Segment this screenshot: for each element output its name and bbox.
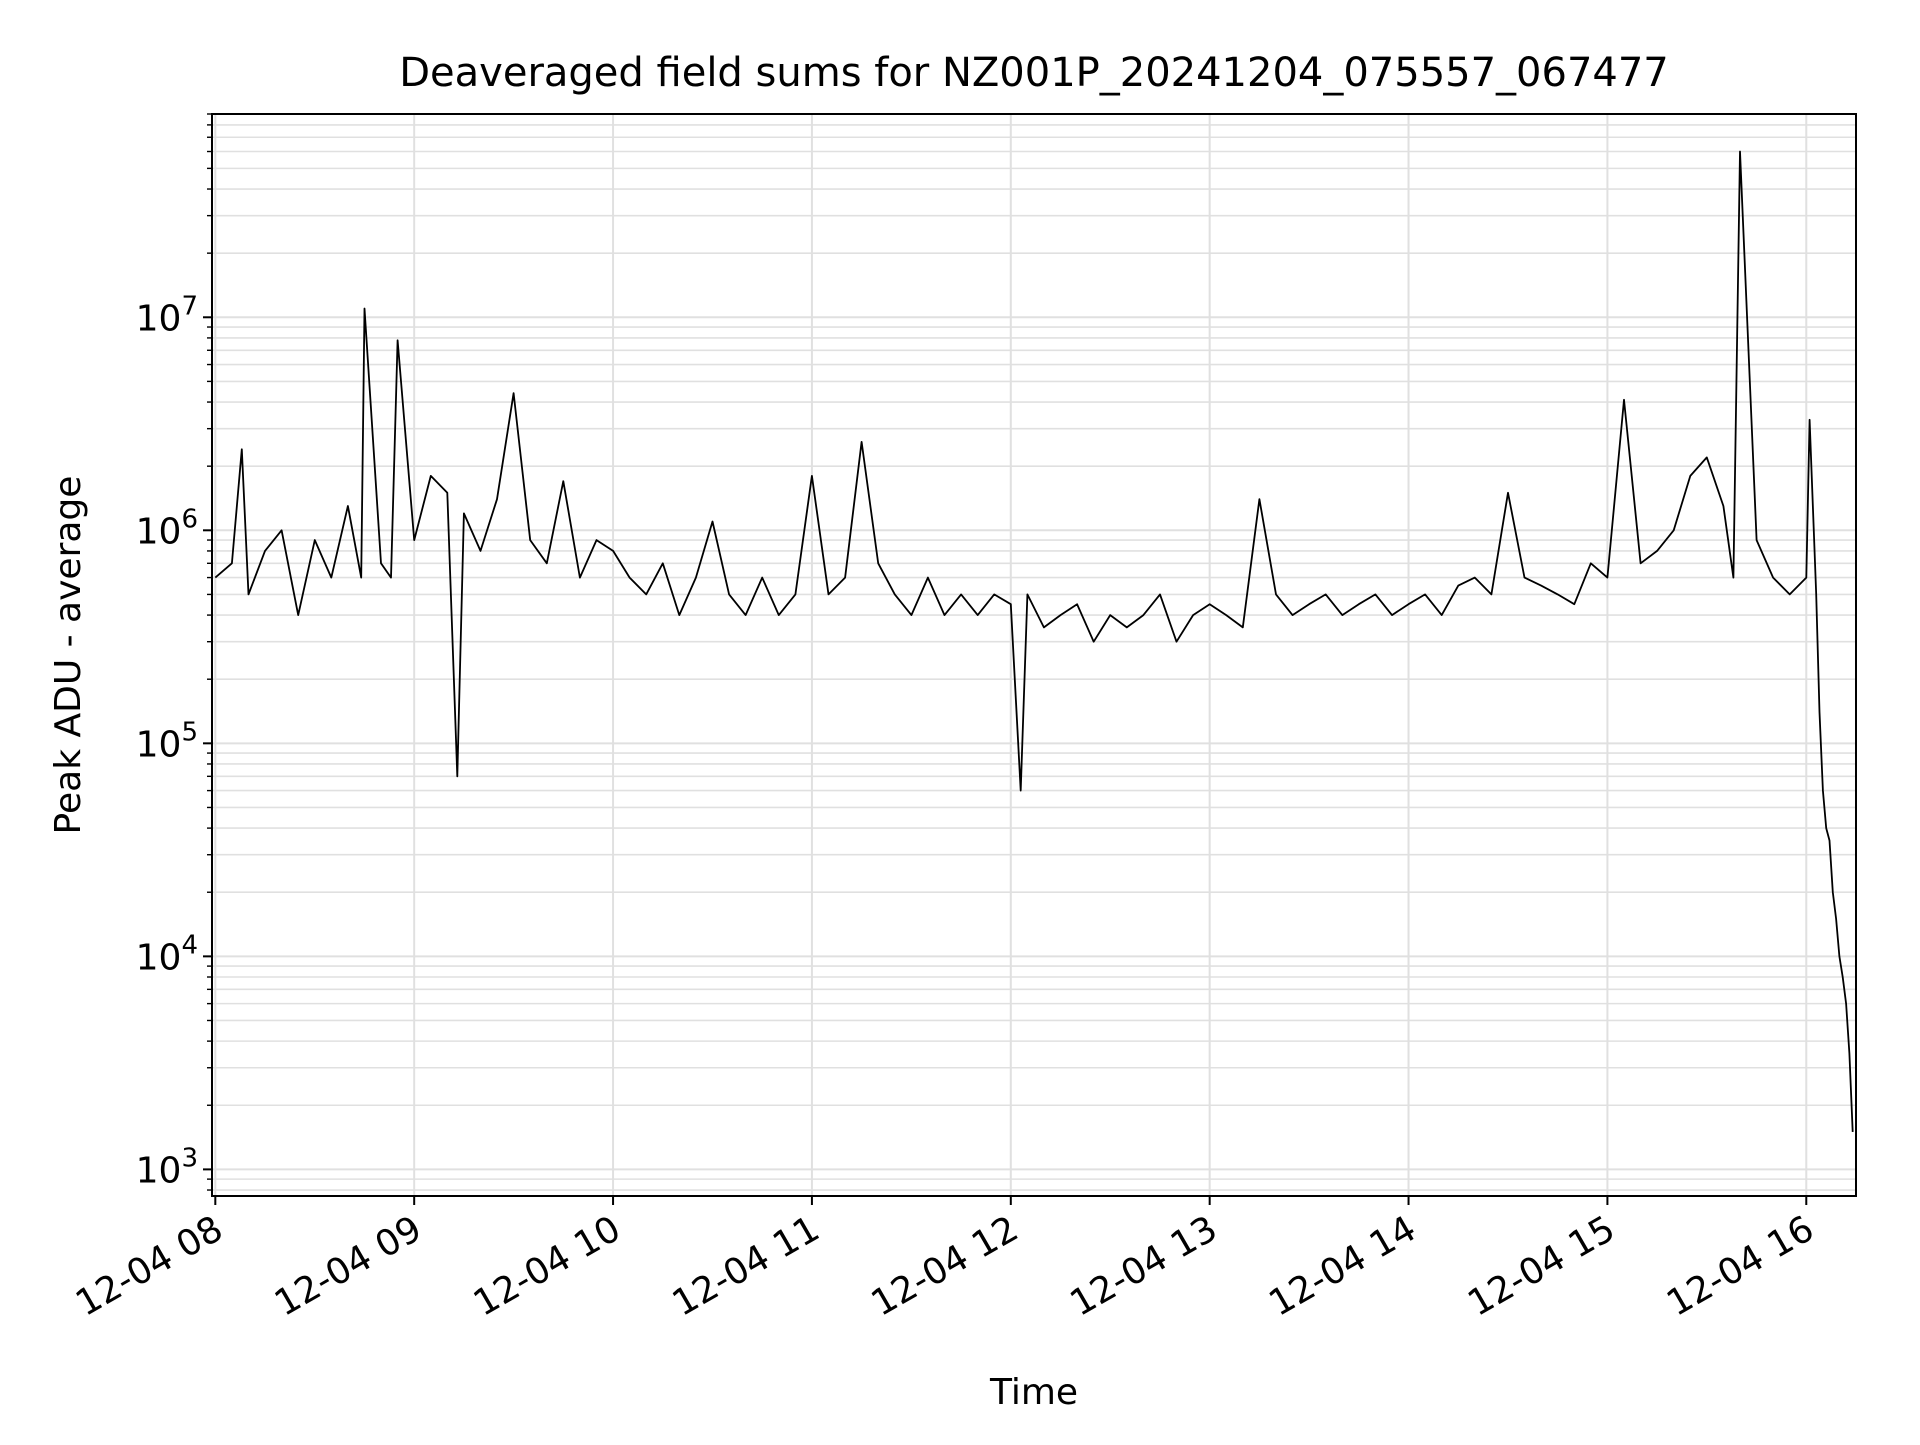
y-axis-label: Peak ADU - average: [48, 476, 89, 835]
chart-title: Deaveraged field sums for NZ001P_2024120…: [399, 50, 1669, 96]
y-tick-label: 105: [136, 717, 198, 765]
y-tick-label: 103: [136, 1143, 198, 1191]
plot-frame: [211, 113, 1857, 1197]
x-axis-label: Time: [989, 1372, 1078, 1413]
y-axis-ticks: 103 104 105 106 107: [136, 113, 212, 1191]
grid: [212, 113, 1856, 1196]
series-line: [214, 150, 1854, 1132]
y-tick-label: 104: [136, 930, 198, 978]
y-tick-label: 106: [136, 504, 198, 552]
series-layer: [214, 150, 1854, 1132]
y-tick-label: 107: [136, 291, 198, 339]
